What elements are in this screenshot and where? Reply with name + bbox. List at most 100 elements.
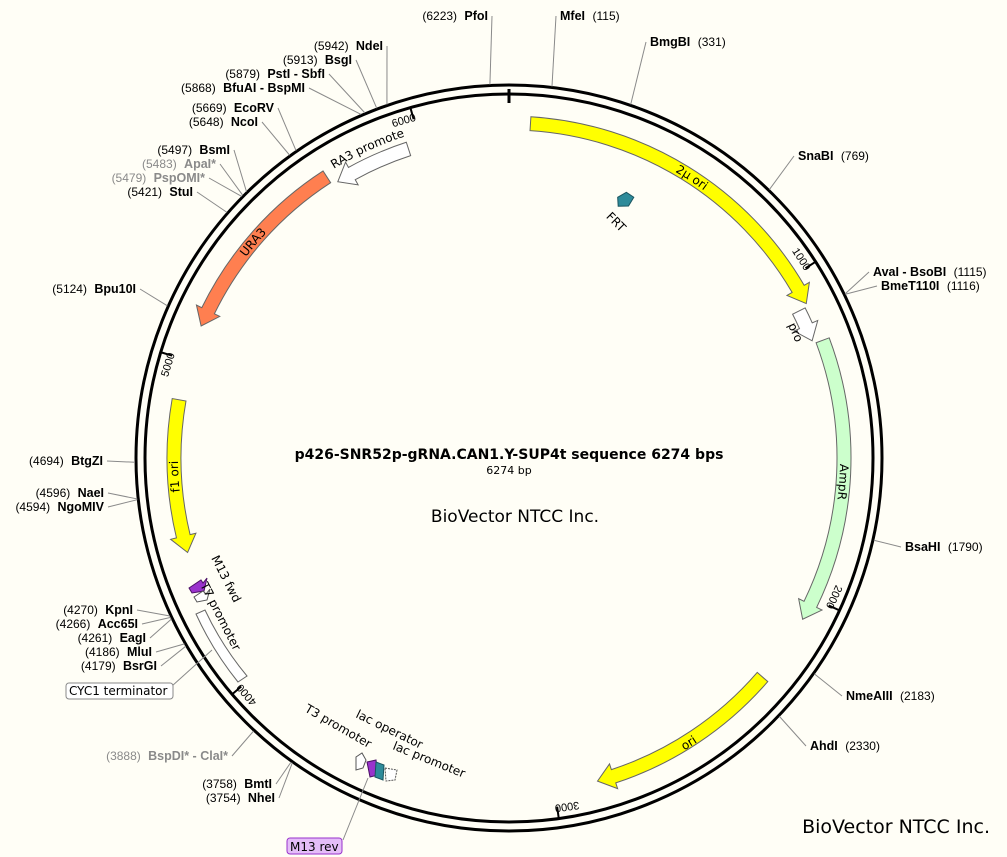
feature-label-frt: FRT bbox=[603, 209, 629, 235]
site-name-mfei: MfeI bbox=[560, 9, 588, 23]
leader-kpni bbox=[136, 609, 171, 617]
feature-f1-ori[interactable] bbox=[166, 397, 197, 554]
site-btgzi[interactable]: (4694) BtgZI bbox=[29, 454, 103, 468]
leader-ahdi bbox=[779, 716, 807, 747]
cyc1-terminator-arc[interactable] bbox=[195, 609, 248, 683]
site-acc65i[interactable]: (4266) Acc65I bbox=[56, 617, 138, 631]
site-position-bmet110i: (1116) bbox=[947, 279, 980, 293]
feature-label-text-f1-ori: f1 ori bbox=[167, 461, 183, 493]
leader-stui bbox=[196, 191, 228, 213]
cyc1-terminator-box[interactable]: CYC1 terminator bbox=[65, 682, 174, 700]
site-labels: (6223) PfoI MfeI (115) BmgBI (331) SnaBI (7… bbox=[15, 9, 986, 805]
leader-snabi bbox=[768, 155, 795, 190]
site-position-bmgbi: (331) bbox=[698, 35, 726, 49]
site-naei[interactable]: (4596) NaeI bbox=[36, 486, 104, 500]
feature-label-ampr: AmpR bbox=[834, 464, 851, 501]
site-ncoi[interactable]: (5648) NcoI bbox=[189, 115, 258, 129]
leader-ncoi bbox=[261, 121, 290, 156]
feature-label-lac-promoter: lac promoter bbox=[391, 739, 467, 781]
leader-psti-sbfi bbox=[328, 73, 366, 114]
site-bspdi-clai-[interactable]: (3888) BspDI* - ClaI* bbox=[106, 749, 228, 763]
leader-bspdi-clai- bbox=[231, 730, 254, 757]
leader-mlui bbox=[155, 643, 185, 653]
feature-label-path-ura3 bbox=[205, 180, 329, 327]
leader-bsahi bbox=[873, 539, 902, 548]
feature-ampr-promoter[interactable] bbox=[791, 307, 819, 342]
leader-bsmi bbox=[233, 149, 247, 192]
leader-apai- bbox=[219, 163, 244, 196]
site-name-bmti: BmtI bbox=[244, 777, 272, 791]
leader-mfei bbox=[551, 15, 557, 87]
site-leader-lines bbox=[106, 15, 902, 799]
site-name-stui: StuI bbox=[169, 185, 193, 199]
site-apai-[interactable]: (5483) ApaI* bbox=[142, 157, 216, 171]
leader-bmet110i bbox=[845, 285, 878, 295]
site-bmti[interactable]: (3758) BmtI bbox=[202, 777, 272, 791]
site-bmgbi[interactable]: BmgBI (331) bbox=[650, 35, 726, 49]
tick-2000 bbox=[828, 604, 840, 611]
site-bsahi[interactable]: BsaHI (1790) bbox=[905, 540, 983, 554]
tick-label-3000: 3000 bbox=[554, 799, 580, 814]
site-position-bsmi: (5497) bbox=[157, 143, 195, 157]
leader-bfuai-bspmi bbox=[308, 87, 362, 115]
site-position-ngomiv: (4594) bbox=[15, 500, 53, 514]
site-name-kpni: KpnI bbox=[105, 603, 133, 617]
site-position-nhei: (3754) bbox=[206, 791, 244, 805]
site-position-snabi: (769) bbox=[841, 149, 869, 163]
site-pspomi-[interactable]: (5479) PspOMI* bbox=[112, 171, 206, 185]
site-bpu10i[interactable]: (5124) Bpu10I bbox=[52, 282, 136, 296]
leader-nmeaiii bbox=[814, 673, 843, 697]
site-ahdi[interactable]: AhdI (2330) bbox=[810, 739, 880, 753]
leader-bmgbi bbox=[630, 41, 647, 105]
tick-3000 bbox=[556, 806, 560, 818]
site-name-ncoi: NcoI bbox=[231, 115, 258, 129]
site-name-nmeaiii: NmeAIII bbox=[846, 689, 896, 703]
leader-pfoi bbox=[489, 15, 493, 85]
site-psti-sbfi[interactable]: (5879) PstI - SbfI bbox=[225, 67, 325, 81]
site-nmeaiii[interactable]: NmeAIII (2183) bbox=[846, 689, 935, 703]
feature-label-cyc1-terminator: CYC1 terminator bbox=[69, 684, 168, 698]
site-name-ahdi: AhdI bbox=[810, 739, 841, 753]
site-bsmi[interactable]: (5497) BsmI bbox=[157, 143, 230, 157]
site-ecorv[interactable]: (5669) EcoRV bbox=[192, 101, 275, 115]
site-snabi[interactable]: SnaBI (769) bbox=[798, 149, 869, 163]
lac-promoter-feature[interactable]: lac promoter bbox=[384, 739, 467, 782]
site-kpni[interactable]: (4270) KpnI bbox=[63, 603, 133, 617]
brand-center: BioVector NTCC Inc. bbox=[431, 507, 599, 527]
site-eagi[interactable]: (4261) EagI bbox=[78, 631, 146, 645]
site-name-bsmi: BsmI bbox=[199, 143, 230, 157]
site-nhei[interactable]: (3754) NheI bbox=[206, 791, 275, 805]
site-position-bsahi: (1790) bbox=[948, 540, 983, 554]
site-avai-bsobi[interactable]: AvaI - BsoBI (1115) bbox=[873, 265, 987, 279]
site-name-btgzi: BtgZI bbox=[71, 454, 103, 468]
site-bsrgi[interactable]: (4179) BsrGI bbox=[81, 659, 157, 673]
site-position-pspomi-: (5479) bbox=[112, 171, 150, 185]
feature-2-ori[interactable] bbox=[529, 116, 811, 305]
site-stui[interactable]: (5421) StuI bbox=[127, 185, 193, 199]
site-name-bspdi-clai-: BspDI* - ClaI* bbox=[148, 749, 228, 763]
feature-ampr[interactable] bbox=[797, 337, 852, 620]
m13-rev-box[interactable]: M13 rev bbox=[286, 837, 343, 855]
tick-4000 bbox=[232, 685, 242, 695]
site-ngomiv[interactable]: (4594) NgoMIV bbox=[15, 500, 104, 514]
site-position-bsgi: (5913) bbox=[283, 53, 321, 67]
feature-ura3[interactable] bbox=[195, 170, 332, 327]
site-mlui[interactable]: (4186) MluI bbox=[85, 645, 152, 659]
site-pfoi[interactable]: (6223) PfoI bbox=[422, 9, 488, 23]
cyc1-leader bbox=[171, 649, 213, 687]
site-name-ndei: NdeI bbox=[356, 39, 383, 53]
site-mfei[interactable]: MfeI (115) bbox=[560, 9, 620, 23]
site-name-bfuai-bspmi: BfuAI - BspMI bbox=[223, 81, 305, 95]
feature-ura3-promoter[interactable] bbox=[337, 141, 412, 186]
feature-ori[interactable] bbox=[596, 671, 769, 790]
site-name-bmet110i: BmeT110I bbox=[881, 279, 943, 293]
leader-naei bbox=[107, 492, 138, 500]
site-bmet110i[interactable]: BmeT110I (1116) bbox=[881, 279, 980, 293]
site-bsgi[interactable]: (5913) BsgI bbox=[283, 53, 352, 67]
site-position-apai-: (5483) bbox=[142, 157, 180, 171]
site-name-snabi: SnaBI bbox=[798, 149, 837, 163]
site-name-bpu10i: Bpu10I bbox=[94, 282, 136, 296]
site-ndei[interactable]: (5942) NdeI bbox=[314, 39, 383, 53]
frt-feature[interactable]: FRT bbox=[603, 190, 636, 235]
site-bfuai-bspmi[interactable]: (5868) BfuAI - BspMI bbox=[181, 81, 305, 95]
